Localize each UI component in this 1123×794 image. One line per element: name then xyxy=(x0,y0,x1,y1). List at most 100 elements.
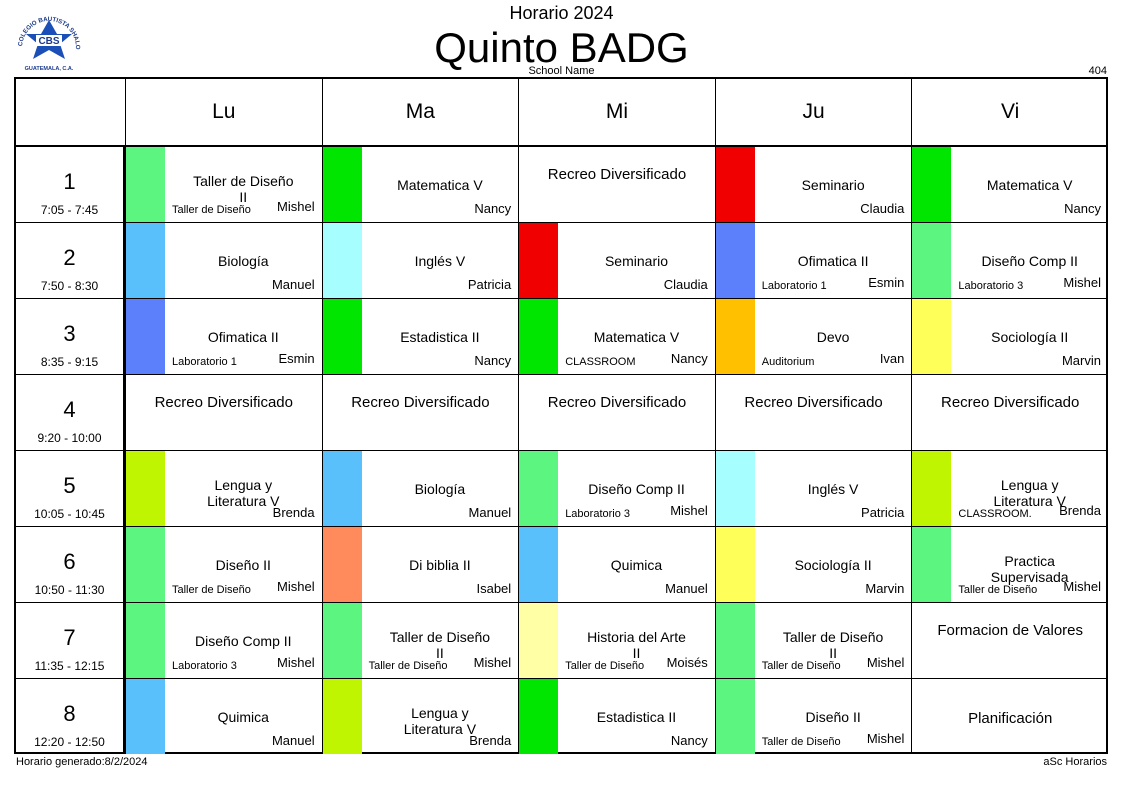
room-name: Laboratorio 1 xyxy=(761,280,827,292)
subject-name: Taller de Diseño II xyxy=(389,629,491,661)
lesson-cell: Diseño Comp II Laboratorio 3 Mishel xyxy=(911,223,1108,298)
room-name: Taller de Diseño xyxy=(958,584,1038,596)
teacher-name: Mishel xyxy=(1063,579,1101,594)
subject-name: Sociología II xyxy=(991,329,1069,345)
room-name: Taller de Diseño xyxy=(368,660,448,672)
subject-name: Taller de Diseño II xyxy=(193,173,294,205)
teacher-name: Manuel xyxy=(271,733,315,748)
lesson-cell: Taller de Diseño II Taller de Diseño Mishe… xyxy=(714,603,912,678)
period-number: 8 xyxy=(63,701,76,726)
subject-color-swatch xyxy=(126,603,165,678)
room-name: Taller de Diseño xyxy=(565,660,645,672)
lesson-cell: Matematica V Nancy xyxy=(321,147,519,222)
block-label: Recreo Diversificado xyxy=(547,394,687,411)
teacher-name: Nancy xyxy=(474,201,512,216)
subject-color-swatch xyxy=(519,223,559,298)
lesson-cell: Ofimatica II Laboratorio 1 Esmin xyxy=(125,299,322,374)
subject-name: Seminario xyxy=(801,177,865,193)
room-name: Auditorium xyxy=(761,356,815,368)
subject-name: Inglés V xyxy=(414,253,466,269)
lesson-cell: Recreo Diversificado xyxy=(714,375,912,450)
teacher-name: Esmin xyxy=(868,275,905,290)
subject-name: Diseño II xyxy=(215,557,271,573)
subject-color-swatch xyxy=(126,527,165,602)
period-label: 8 12:20 - 12:50 xyxy=(16,679,125,754)
subject-name: Seminario xyxy=(604,253,668,269)
period-number: 4 xyxy=(63,397,76,422)
subject-color-swatch xyxy=(715,223,755,298)
teacher-name: Mishel xyxy=(670,503,708,518)
teacher-name: Mishel xyxy=(866,731,905,746)
teacher-name: Nancy xyxy=(474,353,512,368)
lesson-cell: Diseño Comp II Laboratorio 3 Mishel xyxy=(518,451,715,526)
period-time: 10:05 - 10:45 xyxy=(34,507,105,521)
lesson-cell: Diseño II Taller de Diseño Mishel xyxy=(125,527,322,602)
day-header: Lu xyxy=(125,79,322,145)
subject-color-swatch xyxy=(126,451,165,526)
subject-name: Estadistica II xyxy=(400,329,480,345)
teacher-name: Isabel xyxy=(476,581,512,596)
subject-color-swatch xyxy=(519,527,559,602)
lesson-cell: Estadistica II Nancy xyxy=(321,299,519,374)
subject-name: Estadistica II xyxy=(596,709,677,725)
lesson-cell: Inglés V Patricia xyxy=(321,223,519,298)
room-name: Taller de Diseño xyxy=(172,204,251,216)
period-time: 11:35 - 12:15 xyxy=(34,659,105,673)
lesson-cell: Seminario Claudia xyxy=(518,223,715,298)
subject-color-swatch xyxy=(519,603,559,678)
block-label: Formacion de Valores xyxy=(937,622,1083,639)
teacher-name: Mishel xyxy=(277,579,315,594)
lesson-cell: Practica Supervisada Taller de Diseño Mish… xyxy=(911,527,1108,602)
subject-color-swatch xyxy=(322,451,362,526)
lesson-cell: Estadistica II Nancy xyxy=(518,679,715,754)
period-time: 12:20 - 12:50 xyxy=(34,735,105,749)
teacher-name: Marvin xyxy=(1061,353,1101,368)
subject-color-swatch xyxy=(322,147,362,222)
teacher-name: Manuel xyxy=(271,277,315,292)
lesson-cell: Diseño II Taller de Diseño Mishel xyxy=(714,679,912,754)
teacher-name: Patricia xyxy=(467,277,512,292)
subject-color-swatch xyxy=(126,147,165,222)
room-name: Laboratorio 3 xyxy=(958,280,1024,292)
timetable-grid: Lu Ma Mi Ju Vi 1 7:05 - 7:45 Taller de Diseño … xyxy=(14,77,1108,754)
lesson-cell: Recreo Diversificado xyxy=(518,375,715,450)
subject-color-swatch xyxy=(912,299,952,374)
period-label: 5 10:05 - 10:45 xyxy=(16,451,125,526)
lesson-cell: Quimica Manuel xyxy=(125,679,322,754)
subject-color-swatch xyxy=(715,147,755,222)
subject-name: Diseño Comp II xyxy=(588,481,685,497)
teacher-name: Mishel xyxy=(473,655,512,670)
lesson-cell: Lengua y Literatura V Brenda xyxy=(125,451,322,526)
teacher-name: Marvin xyxy=(865,581,905,596)
logo-bottom-text: GUATEMALA, C.A. xyxy=(25,66,74,72)
subject-color-swatch xyxy=(912,147,952,222)
period-time: 9:20 - 10:00 xyxy=(37,431,102,445)
subject-color-swatch xyxy=(322,223,362,298)
teacher-name: Esmin xyxy=(278,351,315,366)
teacher-name: Nancy xyxy=(670,351,708,366)
subject-name: Matematica V xyxy=(397,177,483,193)
teacher-name: Nancy xyxy=(1064,201,1101,216)
subject-name: Matematica V xyxy=(986,177,1073,193)
lesson-cell: Matematica V CLASSROOM Nancy xyxy=(518,299,715,374)
block-label: Recreo Diversificado xyxy=(547,166,687,183)
subject-name: Biología xyxy=(218,253,269,269)
period-time: 7:05 - 7:45 xyxy=(40,203,99,217)
teacher-name: Mishel xyxy=(277,199,315,214)
subject-color-swatch xyxy=(715,603,755,678)
teacher-name: Mishel xyxy=(866,655,905,670)
corner-cell xyxy=(16,79,125,145)
teacher-name: Brenda xyxy=(272,505,315,520)
generated-date: Horario generado:8/2/2024 xyxy=(16,756,148,768)
lesson-cell: Ofimatica II Laboratorio 1 Esmin xyxy=(714,223,912,298)
room-name: Taller de Diseño xyxy=(172,584,251,596)
period-row: 2 7:50 - 8:30 Biología Manuel Inglés V Patric… xyxy=(16,223,1106,299)
document-top-title: Horario 2024 xyxy=(509,3,614,23)
period-label: 6 10:50 - 11:30 xyxy=(16,527,125,602)
subject-name: Lengua y Literatura V xyxy=(403,705,477,737)
lesson-cell: Taller de Diseño II Taller de Diseño Mishe… xyxy=(125,147,322,222)
lesson-cell: Recreo Diversificado xyxy=(321,375,519,450)
period-row: 4 9:20 - 10:00 Recreo Diversificado Recreo … xyxy=(16,375,1106,451)
lesson-cell: Quimica Manuel xyxy=(518,527,715,602)
period-row: 3 8:35 - 9:15 Ofimatica II Laboratorio 1 Esm… xyxy=(16,299,1106,375)
